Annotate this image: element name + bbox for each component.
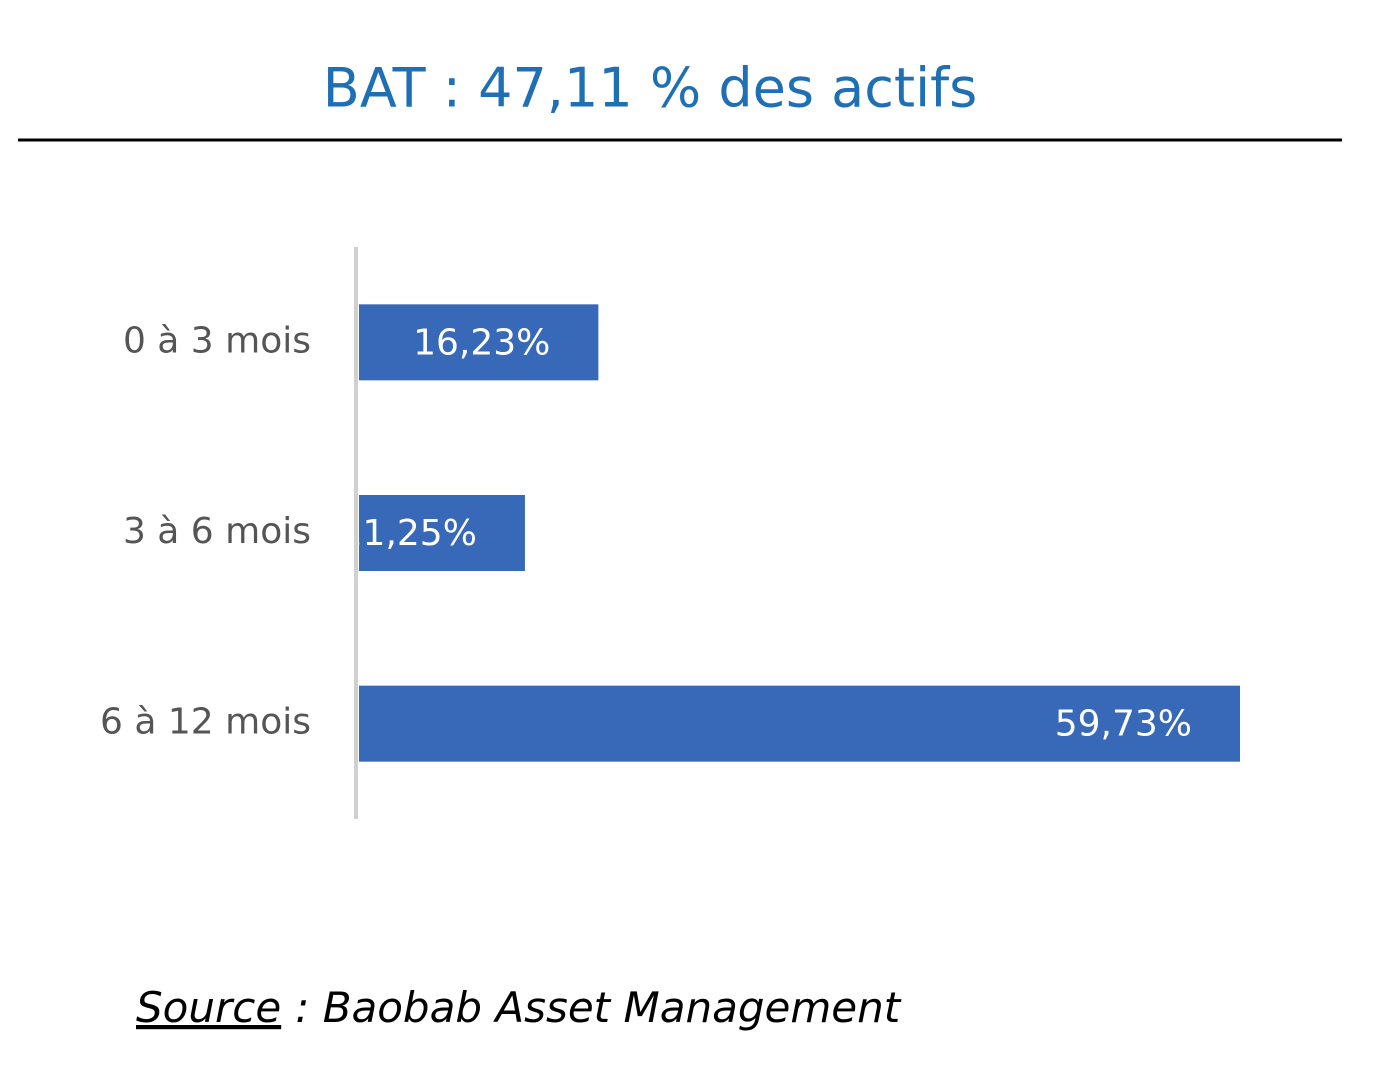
data-label: 59,73% [1055, 704, 1192, 745]
data-label: 16,23% [413, 322, 550, 363]
y-tick-label: 3 à 6 mois [123, 511, 311, 552]
source-text: : Baobab Asset Management [295, 983, 902, 1032]
source: Source : Baobab Asset Management [136, 983, 902, 1032]
bar [359, 685, 1240, 762]
chart-title: BAT : 47,11 % des actifs [323, 57, 977, 120]
data-label: 11,25% [340, 513, 477, 554]
bar [359, 495, 525, 571]
bar [359, 304, 599, 381]
y-tick-label: 6 à 12 mois [100, 702, 311, 743]
y-tick-label: 0 à 3 mois [123, 320, 311, 361]
source-label: Source [136, 983, 281, 1032]
